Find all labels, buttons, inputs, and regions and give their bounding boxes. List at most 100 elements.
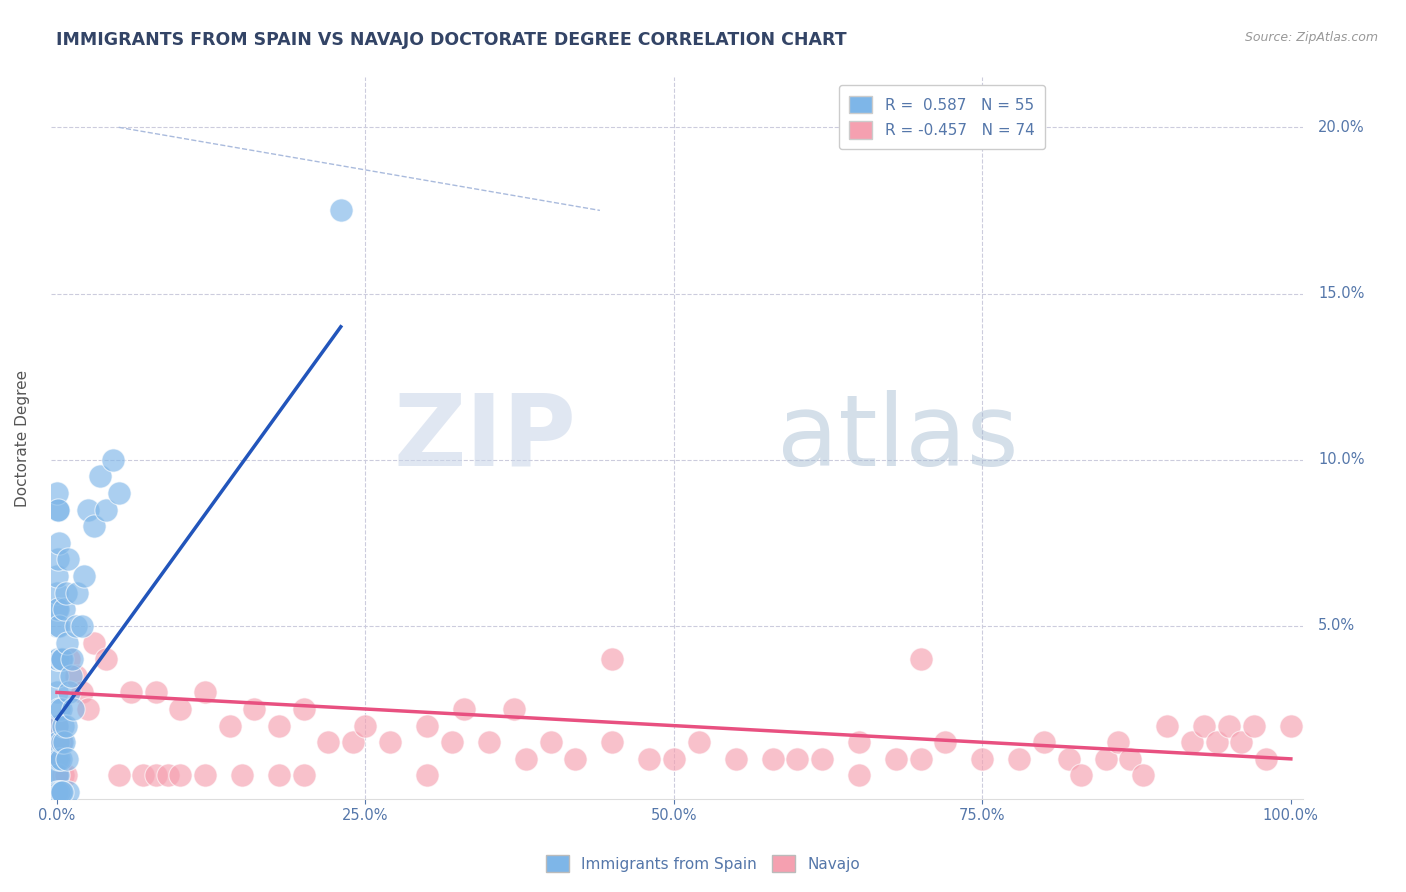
Point [62,702,84,716]
Point [1008,752,1031,766]
Point [169,768,191,782]
Legend: Immigrants from Spain, Navajo: Immigrants from Spain, Navajo [538,847,868,880]
Point [46,652,69,666]
Point [46,718,69,732]
Point [46,486,69,500]
Point [46,552,69,566]
Point [46,768,69,782]
Point [58,685,80,699]
Text: 10.0%: 10.0% [1319,452,1365,467]
Point [59,669,82,683]
Point [1205,735,1227,749]
Point [1218,718,1240,732]
Point [56,635,79,649]
Point [83,519,105,533]
Legend: R =  0.587   N = 55, R = -0.457   N = 74: R = 0.587 N = 55, R = -0.457 N = 74 [839,85,1045,149]
Point [66,585,89,599]
Point [46,752,69,766]
Point [786,752,808,766]
Point [564,752,586,766]
Point [354,718,377,732]
Point [416,768,439,782]
Point [55,718,77,732]
Point [51,652,73,666]
Point [811,752,834,766]
Point [145,685,167,699]
Point [910,652,932,666]
Text: 15.0%: 15.0% [1319,286,1365,301]
Point [318,735,340,749]
Point [107,486,129,500]
Point [101,452,124,467]
Point [292,768,315,782]
Point [243,702,266,716]
Point [48,702,70,716]
Point [478,735,501,749]
Point [49,752,72,766]
Point [73,569,96,583]
Point [157,768,180,782]
Point [600,652,623,666]
Point [46,502,69,516]
Point [46,619,69,633]
Text: Source: ZipAtlas.com: Source: ZipAtlas.com [1244,31,1378,45]
Point [1119,752,1142,766]
Point [269,768,291,782]
Point [46,735,69,749]
Point [60,652,83,666]
Point [194,685,217,699]
Point [1107,735,1129,749]
Point [53,602,76,616]
Point [934,735,956,749]
Point [688,735,710,749]
Point [46,785,69,799]
Point [48,619,70,633]
Point [540,735,562,749]
Point [600,735,623,749]
Point [51,735,73,749]
Text: atlas: atlas [778,390,1019,487]
Point [231,768,253,782]
Point [46,569,69,583]
Point [46,768,69,782]
Point [762,752,785,766]
Point [972,752,994,766]
Point [46,585,69,599]
Point [70,619,93,633]
Point [1256,752,1278,766]
Point [51,785,73,799]
Point [848,768,870,782]
Point [49,652,72,666]
Point [1279,718,1302,732]
Point [46,602,69,616]
Point [329,203,352,218]
Point [440,735,463,749]
Point [107,768,129,782]
Point [502,702,524,716]
Point [76,702,98,716]
Point [218,718,240,732]
Point [46,502,69,516]
Text: IMMIGRANTS FROM SPAIN VS NAVAJO DOCTORATE DEGREE CORRELATION CHART: IMMIGRANTS FROM SPAIN VS NAVAJO DOCTORAT… [56,31,846,49]
Y-axis label: Doctorate Degree: Doctorate Degree [15,369,30,507]
Point [1243,718,1265,732]
Point [1194,718,1216,732]
Point [145,768,167,782]
Point [194,768,217,782]
Point [56,785,79,799]
Point [55,585,77,599]
Text: 20.0%: 20.0% [1319,120,1365,135]
Point [49,785,72,799]
Point [169,702,191,716]
Text: 5.0%: 5.0% [1319,618,1355,633]
Point [292,702,315,716]
Point [52,768,75,782]
Point [1094,752,1116,766]
Text: ZIP: ZIP [394,390,576,487]
Point [83,635,105,649]
Point [89,469,111,483]
Point [53,735,76,749]
Point [269,718,291,732]
Point [662,752,685,766]
Point [638,752,661,766]
